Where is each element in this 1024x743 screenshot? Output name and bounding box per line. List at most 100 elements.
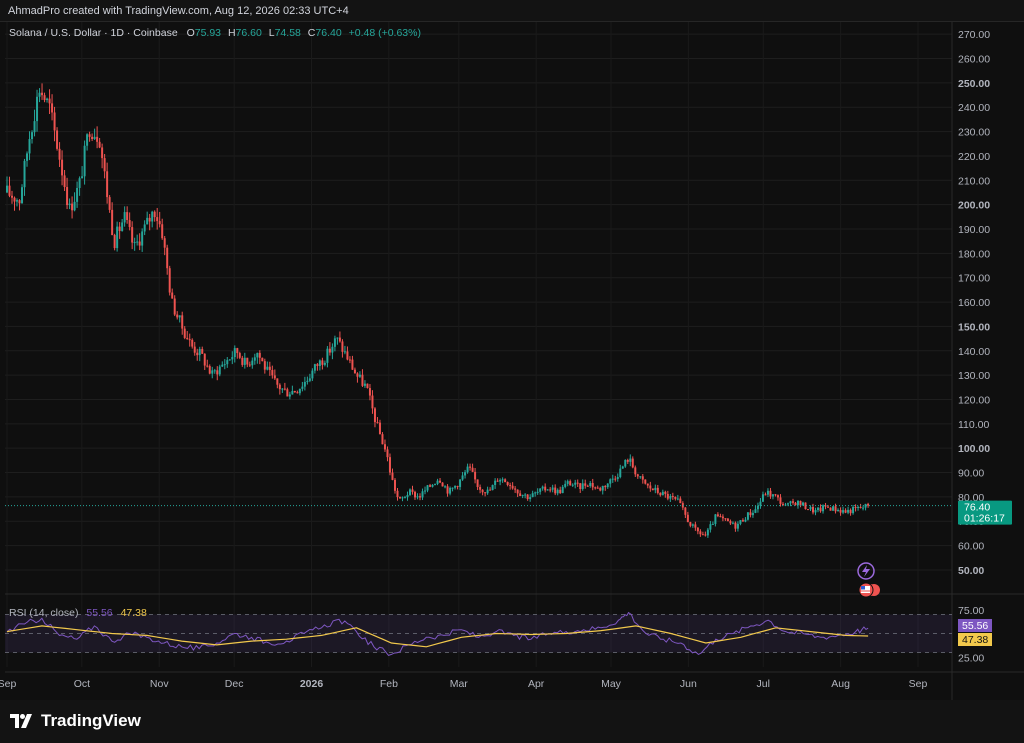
candle-body (303, 381, 306, 387)
candle-body (421, 491, 424, 498)
candle-body (153, 211, 156, 218)
candle-body (18, 200, 21, 204)
price-tick-label: 180.00 (958, 248, 990, 260)
candle-body (686, 514, 689, 523)
candle-body (454, 486, 457, 488)
candle-body (41, 92, 44, 96)
candle-body (6, 185, 8, 193)
countdown-value: 01:26:17 (964, 513, 1005, 525)
candle-body (133, 242, 136, 244)
candle-body (241, 357, 244, 365)
candle-body (489, 489, 492, 491)
candle-body (731, 522, 734, 524)
candle-body (586, 485, 589, 487)
candle-body (621, 466, 624, 469)
candle-body (756, 505, 759, 510)
candle-body (356, 373, 359, 377)
candle-body (739, 520, 742, 524)
open-label: O (187, 27, 195, 39)
candle-body (351, 359, 354, 370)
candle-body (804, 502, 807, 510)
candle-body (148, 217, 151, 222)
price-tick-label: 170.00 (958, 273, 990, 285)
time-tick-label: Sep (909, 678, 928, 690)
candle-body (449, 487, 452, 494)
candle-body (163, 238, 166, 248)
candle-body (353, 369, 356, 374)
candle-body (168, 268, 171, 293)
candle-body (736, 523, 739, 529)
candle-body (368, 388, 371, 396)
candle-body (546, 489, 549, 491)
candle-body (629, 458, 632, 462)
candle-body (574, 482, 577, 485)
candle-body (63, 175, 66, 188)
price-tick-label: 240.00 (958, 102, 990, 114)
candle-body (13, 197, 16, 202)
candle-body (101, 147, 104, 159)
candle-body (271, 369, 274, 376)
time-tick-label: Jun (680, 678, 697, 690)
candle-body (812, 507, 815, 513)
candle-body (396, 490, 399, 498)
candle-body (461, 475, 464, 480)
candle-body (181, 315, 184, 329)
tradingview-logo[interactable]: TradingView (10, 710, 141, 732)
price-tick-label: 60.00 (958, 541, 984, 553)
candle-body (409, 489, 412, 495)
lightning-icon[interactable] (857, 562, 875, 580)
us-flag-icon[interactable] (858, 582, 880, 598)
candle-body (111, 209, 114, 236)
candle-body (106, 171, 109, 198)
candle-body (786, 503, 789, 505)
attribution-text: AhmadPro created with TradingView.com, A… (8, 5, 349, 17)
candle-body (664, 491, 667, 494)
candle-body (834, 506, 837, 512)
candle-body (822, 505, 825, 512)
candle-body (321, 360, 324, 365)
main-legend: Solana / U.S. Dollar · 1D · Coinbase O75… (9, 27, 421, 39)
candle-body (471, 467, 474, 472)
attribution-bar: AhmadPro created with TradingView.com, A… (0, 0, 1024, 22)
candle-body (549, 489, 552, 491)
candle-body (378, 422, 381, 435)
candle-body (589, 483, 592, 487)
candle-body (71, 203, 74, 211)
candle-body (719, 516, 722, 518)
high-label: H (228, 27, 236, 39)
candle-body (531, 493, 534, 498)
candle-body (754, 509, 757, 513)
candle-body (113, 235, 116, 249)
candle-body (258, 352, 261, 358)
candle-body (201, 349, 204, 354)
candle-body (766, 490, 769, 495)
candle-body (358, 374, 361, 377)
candle-body (484, 492, 487, 494)
candle-body (131, 227, 134, 243)
candle-body (146, 217, 149, 225)
candle-body (759, 501, 762, 506)
candle-body (779, 497, 782, 504)
chart-area[interactable]: 270.00 260.00 250.00 240.00 230.00 220.00 210.… (0, 22, 1024, 700)
candle-body (464, 472, 467, 476)
candle-body (31, 132, 34, 140)
rsi-ma-legend-value: 47.38 (121, 607, 147, 619)
candle-body (446, 486, 449, 494)
price-tick-label: 120.00 (958, 394, 990, 406)
candle-body (669, 495, 672, 499)
candle-body (626, 459, 629, 462)
candle-body (576, 482, 579, 484)
price-axis[interactable]: 270.00 260.00 250.00 240.00 230.00 220.00 210.… (958, 29, 990, 664)
candle-body (474, 471, 477, 480)
candle-body (404, 497, 407, 499)
candle-body (824, 505, 827, 507)
time-axis[interactable]: Sep Oct Nov Dec 2026 Feb Mar Apr May Jun Jul Aug Sep (0, 678, 927, 690)
candle-body (711, 523, 714, 525)
candle-body (654, 487, 657, 491)
candle-body (98, 141, 101, 148)
candle-body (499, 479, 502, 482)
candle-body (599, 488, 602, 491)
candle-body (171, 292, 174, 299)
candle-body (862, 507, 865, 509)
candle-body (539, 488, 542, 492)
